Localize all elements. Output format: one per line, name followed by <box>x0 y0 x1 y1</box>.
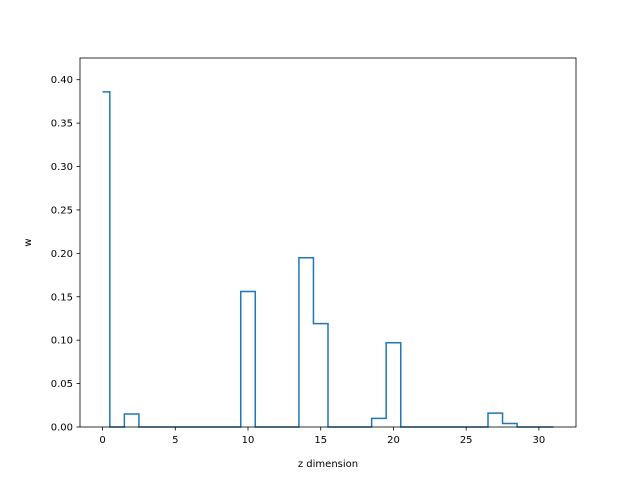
y-tick-label: 0.15 <box>51 292 73 303</box>
y-tick-label: 0.25 <box>51 205 73 216</box>
y-tick-label: 0.30 <box>51 162 73 173</box>
x-tick-label: 20 <box>387 435 400 446</box>
x-tick-label: 10 <box>242 435 255 446</box>
x-axis: 0 5 10 15 20 25 30 <box>99 427 545 446</box>
axes-frame <box>79 57 577 428</box>
y-tick-label: 0.10 <box>51 336 73 347</box>
y-axis-label: w <box>23 238 34 246</box>
y-tick-label: 0.20 <box>51 249 73 260</box>
x-tick-label: 25 <box>460 435 473 446</box>
y-tick-label: 0.00 <box>51 423 73 434</box>
x-tick-label: 15 <box>314 435 327 446</box>
x-tick-label: 5 <box>172 435 178 446</box>
y-tick-label: 0.35 <box>51 119 73 130</box>
x-tick-label: 0 <box>99 435 105 446</box>
y-axis: 0.00 0.05 0.10 0.15 0.20 0.25 0.30 0.35 0.40 <box>51 75 80 434</box>
x-axis-label: z dimension <box>298 459 358 470</box>
y-tick-label: 0.40 <box>51 75 73 86</box>
x-tick-label: 30 <box>533 435 546 446</box>
y-tick-label: 0.05 <box>51 379 73 390</box>
